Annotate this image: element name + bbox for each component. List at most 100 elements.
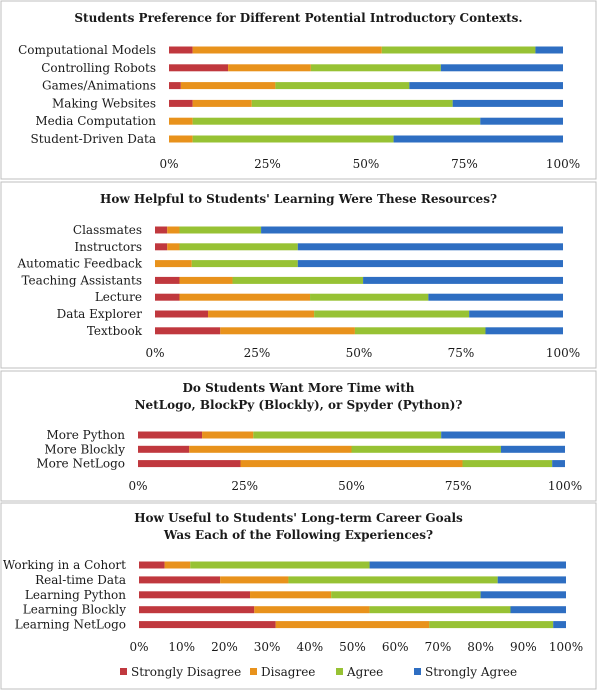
bar-segment [155, 293, 180, 301]
chart-panel-3: Do Students Want More Time with NetLogo, … [0, 370, 597, 502]
legend-swatch [120, 668, 127, 675]
category-label: Data Explorer [57, 307, 143, 321]
category-label: Media Computation [35, 114, 156, 128]
bar-segment [469, 310, 563, 318]
bar-segment [331, 591, 481, 599]
bar-segment [409, 82, 563, 90]
x-tick-label: 75% [445, 479, 472, 493]
bar-segment [369, 606, 511, 614]
bar-segment [254, 606, 370, 614]
x-tick-label: 70% [425, 640, 452, 654]
bar-segment [310, 293, 429, 301]
bar-segment [381, 46, 536, 54]
bar-segment [179, 293, 311, 301]
x-tick-label: 100% [548, 479, 582, 493]
bar-segment [208, 310, 315, 318]
category-label: Instructors [74, 240, 142, 254]
bar-segment [169, 117, 193, 125]
category-label: Real-time Data [35, 573, 126, 587]
x-tick-label: 75% [448, 346, 475, 360]
category-label: Making Websites [52, 96, 156, 110]
bar-segment [480, 117, 563, 125]
category-label: More NetLogo [36, 457, 125, 471]
bar-segment [553, 621, 566, 629]
bar-segment [288, 576, 498, 584]
bar-segment [228, 64, 311, 72]
chart-panel-1: Students Preference for Different Potent… [0, 0, 597, 180]
bar-segment [164, 561, 191, 569]
x-tick-label: 100% [546, 346, 580, 360]
bar-segment [253, 431, 442, 439]
bar-segment [138, 445, 190, 453]
bar-segment [240, 460, 463, 468]
bar-segment [393, 135, 563, 143]
bar-segment [500, 445, 565, 453]
bar-segment [441, 431, 565, 439]
legend-swatch [250, 668, 257, 675]
x-tick-label: 100% [546, 157, 580, 171]
category-label: Learning Python [25, 588, 126, 602]
bar-segment [429, 621, 554, 629]
category-label: More Blockly [44, 442, 125, 456]
bar-segment [354, 327, 486, 335]
x-tick-label: 30% [254, 640, 281, 654]
legend-label: Agree [346, 665, 383, 679]
bar-segment [192, 117, 481, 125]
bar-segment [310, 64, 441, 72]
chart-title: Students Preference for Different Potent… [74, 11, 522, 25]
category-label: More Python [46, 428, 125, 442]
bar-segment [351, 445, 501, 453]
chart-title: Was Each of the Following Experiences? [163, 528, 433, 542]
category-label: Computational Models [18, 43, 156, 57]
bar-segment [192, 46, 382, 54]
legend-swatch [336, 668, 343, 675]
bar-segment [169, 82, 181, 90]
bar-segment [251, 99, 453, 107]
x-tick-label: 90% [510, 640, 537, 654]
x-tick-label: 10% [168, 640, 195, 654]
chart-title: NetLogo, BlockPy (Blockly), or Spyder (P… [135, 398, 463, 412]
bar-segment [192, 99, 252, 107]
bar-segment [535, 46, 563, 54]
bar-segment [297, 260, 563, 268]
bar-segment [189, 445, 352, 453]
category-label: Learning Blockly [23, 603, 126, 617]
bar-segment [480, 591, 566, 599]
bar-segment [138, 431, 203, 439]
bar-segment [275, 82, 410, 90]
bar-segment [167, 243, 180, 251]
bar-segment [155, 276, 180, 284]
bar-segment [155, 327, 221, 335]
panel-border [0, 370, 597, 502]
bar-segment [139, 576, 221, 584]
bar-segment [485, 327, 563, 335]
category-label: Classmates [73, 223, 142, 237]
bar-segment [452, 99, 563, 107]
bar-segment [139, 606, 255, 614]
category-label: Lecture [95, 290, 142, 304]
category-label: Teaching Assistants [21, 273, 142, 287]
bar-segment [275, 621, 430, 629]
x-tick-label: 60% [382, 640, 409, 654]
chart-title: How Useful to Students' Long-term Career… [134, 511, 463, 525]
bar-segment [139, 621, 276, 629]
x-tick-label: 50% [339, 640, 366, 654]
legend-label: Disagree [261, 665, 315, 679]
x-tick-label: 25% [244, 346, 271, 360]
legend: Strongly Disagree Disagree Agree Strongly A… [120, 665, 517, 679]
bar-segment [139, 591, 251, 599]
bar-segment [169, 46, 193, 54]
x-tick-label: 100% [549, 640, 583, 654]
bar-segment [155, 243, 168, 251]
x-tick-label: 75% [451, 157, 478, 171]
bar-segment [462, 460, 553, 468]
legend-label: Strongly Disagree [131, 665, 241, 679]
bar-segment [202, 431, 254, 439]
bar-segment [363, 276, 563, 284]
x-tick-label: 20% [211, 640, 238, 654]
bar-segment [261, 226, 563, 234]
bar-segment [250, 591, 332, 599]
category-label: Student-Driven Data [30, 132, 156, 146]
